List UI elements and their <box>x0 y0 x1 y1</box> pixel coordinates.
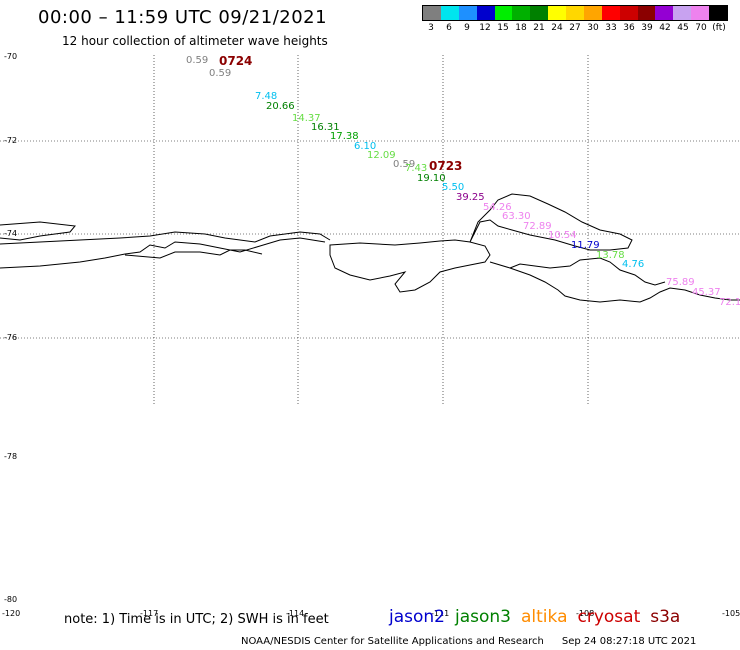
wave-height-label: 54.26 <box>483 202 512 213</box>
wave-height-label: 0.59 <box>393 159 416 170</box>
timestamp-text: Sep 24 08:27:18 UTC 2021 <box>561 636 697 647</box>
lon-label: -105 <box>722 609 740 618</box>
lon-label: -111 <box>431 609 450 618</box>
color-swatch <box>423 6 441 20</box>
lat-label: -78 <box>4 452 18 461</box>
color-scale-label: 36 <box>623 23 635 33</box>
lat-label: -74 <box>4 229 18 238</box>
color-swatch <box>673 6 692 20</box>
wave-height-label: 4.76 <box>622 259 645 270</box>
wave-height-label: 12.09 <box>367 150 396 161</box>
track-time-label: 0724 <box>219 54 253 68</box>
mission-altika: altika <box>521 607 568 627</box>
color-swatch <box>548 6 566 20</box>
color-scale-label: 12 <box>479 23 491 33</box>
lon-label: -120 <box>2 609 21 618</box>
footer-note: note: 1) Time is in UTC; 2) SWH is in fe… <box>64 612 329 627</box>
color-scale-label: 39 <box>641 23 653 33</box>
lat-label: -72 <box>4 136 18 145</box>
color-swatch <box>494 6 513 20</box>
lon-label: -114 <box>286 609 305 618</box>
lat-label: -76 <box>4 333 18 342</box>
color-scale-label: 6 <box>446 23 452 33</box>
mission-cryosat: cryosat <box>577 607 641 627</box>
color-scale-labels: 3 6 9 12 15 18 21 24 27 30 33 36 39 42 45 70 (ft) <box>422 23 728 33</box>
wave-height-label: 75.89 <box>666 277 695 288</box>
color-swatch <box>637 6 656 20</box>
color-swatch <box>601 6 620 20</box>
wave-height-label: 7.48 <box>255 91 278 102</box>
credit-text: NOAA/NESDIS Center for Satellite Applica… <box>241 636 544 647</box>
color-swatch <box>691 6 709 20</box>
color-swatch <box>512 6 531 20</box>
wave-height-label: 10.54 <box>548 230 577 241</box>
color-swatch <box>655 6 674 20</box>
color-swatch <box>458 6 477 20</box>
wave-height-label: 0.59 <box>209 68 232 79</box>
color-scale-legend: 3 6 9 12 15 18 21 24 27 30 33 36 39 42 45 70 (ft) <box>422 5 728 35</box>
mission-legend: jason2 jason3 altika cryosat s3a <box>389 607 690 627</box>
wave-height-label: 11.79 <box>571 240 600 251</box>
mission-s3a: s3a <box>650 607 681 627</box>
color-swatch <box>709 6 727 20</box>
color-swatch <box>566 6 584 20</box>
wave-height-label: 45.37 <box>692 287 721 298</box>
lat-label: -70 <box>4 52 18 61</box>
wave-height-label: 72.89 <box>523 221 552 232</box>
color-scale-label: 70 <box>695 23 707 33</box>
color-scale-label: 18 <box>515 23 527 33</box>
color-swatch <box>440 6 459 20</box>
footer-credit: NOAA/NESDIS Center for Satellite Applica… <box>241 636 696 647</box>
color-scale-label: 3 <box>428 23 434 33</box>
track-time-label: 0723 <box>429 159 463 173</box>
color-scale-label: 24 <box>551 23 563 33</box>
color-scale-label: 45 <box>677 23 689 33</box>
wave-height-label: 17.38 <box>330 131 359 142</box>
wave-height-label: 19.10 <box>417 173 446 184</box>
wave-height-label: 16.31 <box>311 122 340 133</box>
wave-height-label: 20.66 <box>266 101 295 112</box>
wave-height-label: 0.59 <box>186 55 209 66</box>
page-title: 00:00 – 11:59 UTC 09/21/2021 <box>38 7 328 28</box>
wave-height-label: 72.1 <box>719 297 740 308</box>
mission-jason2: jason2 <box>389 607 445 627</box>
color-scale-label: 21 <box>533 23 545 33</box>
lat-label: -80 <box>4 595 18 604</box>
mission-jason3: jason3 <box>455 607 511 627</box>
wave-height-label: 5.50 <box>442 182 465 193</box>
color-scale-label: 27 <box>569 23 581 33</box>
wave-height-label: 63.30 <box>502 211 531 222</box>
page-subtitle: 12 hour collection of altimeter wave hei… <box>62 34 328 48</box>
color-swatch <box>583 6 602 20</box>
color-swatch <box>619 6 638 20</box>
grid-lines <box>0 55 740 405</box>
color-swatch <box>476 6 495 20</box>
color-scale-label: 15 <box>497 23 509 33</box>
wave-height-label: 6.10 <box>354 141 377 152</box>
color-scale-label: 42 <box>659 23 671 33</box>
lon-label: -117 <box>140 609 159 618</box>
wave-height-label: 14.37 <box>292 113 321 124</box>
wave-height-label: 7.43 <box>405 163 428 174</box>
color-scale-label: 33 <box>605 23 617 33</box>
color-scale-swatches <box>422 5 728 21</box>
wave-height-label: 39.25 <box>456 192 485 203</box>
wave-height-label: 13.78 <box>596 250 625 261</box>
color-swatch <box>530 6 549 20</box>
coastline <box>0 193 740 303</box>
lon-label: -108 <box>576 609 595 618</box>
color-scale-label: 9 <box>464 23 470 33</box>
color-scale-label: 30 <box>587 23 599 33</box>
color-scale-label: (ft) <box>712 23 726 33</box>
